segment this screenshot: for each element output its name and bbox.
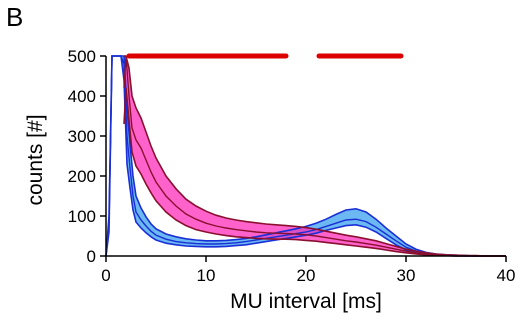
x-tick-label-0: 0: [101, 266, 110, 285]
x-tick-label-10: 10: [197, 266, 216, 285]
plot-area: [105, 53, 506, 257]
series-lines: [105, 55, 506, 257]
x-tick-label-20: 20: [297, 266, 316, 285]
x-tick-label-30: 30: [397, 266, 416, 285]
y-tick-label-500: 500: [68, 47, 96, 66]
y-tick-label-0: 0: [87, 247, 96, 266]
y-tick-label-100: 100: [68, 207, 96, 226]
series-2-upper-edge: [124, 55, 506, 257]
y-tick-label-200: 200: [68, 167, 96, 186]
y-axis: 0 100 200 300 400 500: [68, 47, 107, 266]
x-axis-label: MU interval [ms]: [230, 290, 382, 313]
x-axis: 0 10 20 30 40: [101, 255, 516, 285]
y-tick-label-300: 300: [68, 127, 96, 146]
panel-letter: B: [6, 2, 23, 32]
series-2-line: [123, 55, 506, 257]
x-tick-label-40: 40: [497, 266, 516, 285]
series-1-upper-edge: [105, 55, 506, 257]
y-axis-label: counts [#]: [24, 114, 47, 205]
y-tick-label-400: 400: [68, 87, 96, 106]
